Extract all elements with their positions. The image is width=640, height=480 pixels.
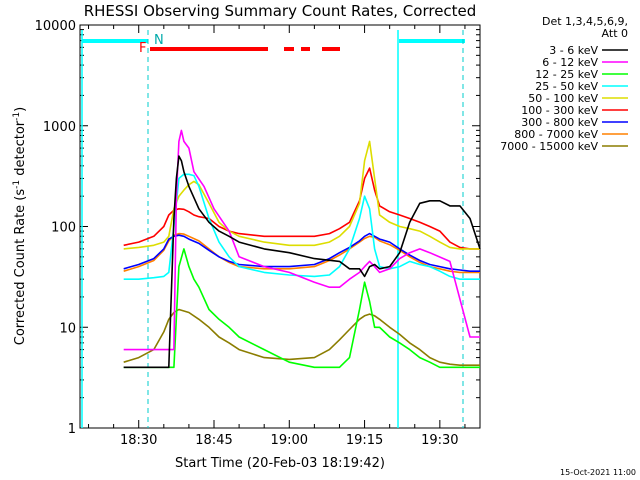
y-axis-label-sup1: -1 bbox=[12, 180, 22, 189]
flare-flag-bar-2 bbox=[284, 47, 294, 51]
legend-label: 800 - 7000 keV bbox=[514, 128, 598, 141]
legend-label: 300 - 800 keV bbox=[521, 116, 598, 129]
legend-label: 6 - 12 keV bbox=[542, 56, 598, 69]
flare-flags: F bbox=[139, 41, 340, 56]
x-axis-label: Start Time (20-Feb-03 18:19:42) bbox=[175, 456, 385, 471]
legend-header-line2: Att 0 bbox=[602, 27, 628, 40]
legend-label: 50 - 100 keV bbox=[528, 92, 598, 105]
legend-label: 12 - 25 keV bbox=[535, 68, 598, 81]
legend-label: 3 - 6 keV bbox=[549, 44, 598, 57]
series-line-50-100-kev bbox=[123, 140, 480, 250]
flag-label-f: F bbox=[139, 41, 146, 56]
vertical-markers bbox=[81, 30, 464, 428]
y-tick-label: 10 bbox=[59, 321, 76, 336]
attenuator-bar-left bbox=[82, 39, 148, 43]
x-tick-label: 18:30 bbox=[120, 433, 157, 448]
y-tick-label: 10000 bbox=[35, 19, 76, 34]
flare-flag-bar-1 bbox=[150, 47, 268, 51]
y-tick-label: 1000 bbox=[43, 120, 76, 135]
flag-label-n: N bbox=[154, 33, 164, 48]
chart-title: RHESSI Observing Summary Count Rates, Co… bbox=[84, 2, 477, 20]
series-line-300-800-kev bbox=[123, 232, 480, 273]
flare-flag-bar-4 bbox=[322, 47, 340, 51]
y-axis-label-sup2: -1 bbox=[12, 112, 22, 121]
series-line-100-300-kev bbox=[123, 167, 480, 250]
flare-flag-bar-3 bbox=[301, 47, 310, 51]
attenuator-bar-right bbox=[399, 39, 465, 43]
y-tick-label: 100 bbox=[51, 221, 76, 236]
x-tick-label: 18:45 bbox=[195, 433, 232, 448]
y-tick-label: 1 bbox=[68, 422, 76, 437]
series-line-6-12-kev bbox=[123, 129, 480, 351]
timestamp-stamp: 15-Oct-2021 11:00 bbox=[560, 468, 636, 477]
y-axis-label-end: ) bbox=[13, 107, 28, 112]
x-tick-label: 19:15 bbox=[346, 433, 383, 448]
legend-label: 7000 - 15000 keV bbox=[500, 140, 598, 153]
series-line-25-50-kev bbox=[123, 173, 480, 281]
y-axis-label: Corrected Count Rate (s-1 detector-1) bbox=[12, 107, 28, 345]
y-axis-label-mid: detector bbox=[13, 120, 28, 180]
y-axis: 1 10 100 1000 10000 bbox=[35, 19, 480, 437]
series-layer bbox=[123, 129, 481, 369]
legend-header-line1: Det 1,3,4,5,6,9, bbox=[542, 15, 628, 28]
x-tick-label: 19:00 bbox=[271, 433, 308, 448]
series-line-12-25-kev bbox=[123, 248, 480, 369]
x-axis: 18:30 18:45 19:00 19:15 19:30 bbox=[88, 25, 466, 448]
attenuator-bars: N bbox=[82, 33, 465, 48]
series-line-3-6-kev bbox=[123, 155, 481, 369]
x-tick-label: 19:30 bbox=[421, 433, 458, 448]
legend-label: 100 - 300 keV bbox=[521, 104, 598, 117]
y-axis-label-main: Corrected Count Rate (s bbox=[13, 189, 28, 346]
legend-label: 25 - 50 keV bbox=[535, 80, 598, 93]
